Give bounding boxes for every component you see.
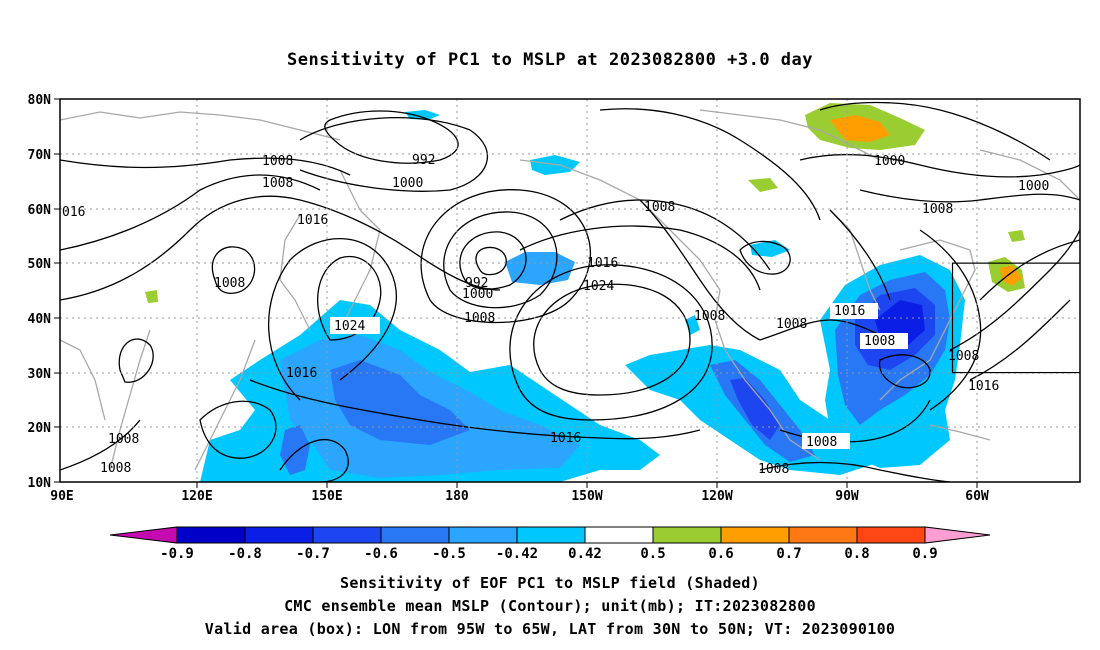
colorbar-label: 0.8 <box>844 546 869 562</box>
contour-label-box <box>802 433 850 449</box>
positive-sensitivity-area <box>830 115 890 142</box>
contour-label: 1000 <box>392 176 423 191</box>
page-title: Sensitivity of PC1 to MSLP at 2023082800… <box>286 50 813 70</box>
lon-tick-label: 120E <box>181 489 212 504</box>
contour-label: 1024 <box>334 319 365 334</box>
colorbar-label: -0.7 <box>296 546 330 562</box>
negative-sensitivity-area <box>505 252 575 285</box>
lat-tick-label: 30N <box>28 367 52 382</box>
map-frame <box>59 98 1081 483</box>
contour-label-box <box>330 317 380 334</box>
contour-label: 016 <box>62 205 85 220</box>
contour-label: 1008 <box>464 311 495 326</box>
lon-tick-label: 90E <box>50 489 73 504</box>
lon-tick-label: 120W <box>701 489 732 504</box>
contour-label: 1008 <box>776 317 807 332</box>
contour-label: 1008 <box>806 435 837 450</box>
colorbar-swatch <box>312 526 382 544</box>
positive-sensitivity-area <box>1008 230 1025 242</box>
negative-sensitivity-area <box>330 360 470 445</box>
lon-tick-label: 180 <box>445 489 469 504</box>
contour-label: 1008 <box>108 432 139 447</box>
colorbar-swatch <box>448 526 518 544</box>
lat-tick-label: 80N <box>28 93 52 108</box>
positive-sensitivity-area <box>1000 265 1022 286</box>
lat-tick-label: 10N <box>28 476 52 491</box>
colorbar-max-arrow <box>924 526 991 544</box>
lat-tick-label: 70N <box>28 148 52 163</box>
colorbar-label: -0.5 <box>432 546 466 562</box>
contour-label: 1000 <box>874 154 905 169</box>
contour-label: 1008 <box>922 202 953 217</box>
contour-label: 1008 <box>262 176 293 191</box>
contour-label: 1008 <box>948 349 979 364</box>
positive-sensitivity-area <box>145 290 158 303</box>
contour-label: 1016 <box>587 256 618 271</box>
colorbar-label: 0.5 <box>640 546 665 562</box>
contour-label-box <box>830 303 878 319</box>
colorbar-label: 0.6 <box>708 546 733 562</box>
colorbar-swatch <box>380 526 450 544</box>
lon-tick-label: 90W <box>835 489 859 504</box>
valid-area-box <box>951 262 1080 374</box>
contour-label: 1016 <box>297 213 328 228</box>
contour-label: 1008 <box>214 276 245 291</box>
caption-line-2: CMC ensemble mean MSLP (Contour); unit(m… <box>284 597 816 615</box>
graticule <box>60 99 1080 482</box>
colorbar: -0.9 -0.8 -0.7 -0.6 -0.5 -0.42 0.42 0.5 … <box>109 526 991 562</box>
caption-line-3: Valid area (box): LON from 95W to 65W, L… <box>204 620 896 638</box>
colorbar-label: -0.6 <box>364 546 398 562</box>
colorbar-swatch <box>516 526 586 544</box>
lon-tick-label: 150E <box>311 489 342 504</box>
negative-sensitivity-area <box>730 378 780 440</box>
contour-label: 992 <box>465 276 488 291</box>
contour-label: 1016 <box>286 366 317 381</box>
contour-label-box <box>860 333 908 349</box>
contour-label: 1000 <box>462 287 493 302</box>
contour-label: 1000 <box>1018 179 1049 194</box>
longitude-axis: 90E 120E 150E 180 150W 120W 90W 60W <box>50 482 989 504</box>
contour-label: 1008 <box>864 334 895 349</box>
colorbar-swatch <box>176 526 246 544</box>
lat-tick-label: 60N <box>28 203 52 218</box>
colorbar-label: 0.7 <box>776 546 801 562</box>
negative-sensitivity-area <box>280 425 310 475</box>
contour-label: 1016 <box>834 304 865 319</box>
contour-label: 1008 <box>758 462 789 477</box>
lat-tick-label: 20N <box>28 421 52 436</box>
colorbar-swatch <box>652 526 722 544</box>
colorbar-label: 0.42 <box>568 546 602 562</box>
contour-label: 1016 <box>550 431 581 446</box>
contour-label: 1008 <box>644 200 675 215</box>
latitude-axis: 80N 70N 60N 50N 40N 30N 20N 10N <box>28 93 60 491</box>
contour-label: 1008 <box>262 154 293 169</box>
colorbar-min-arrow <box>109 526 178 544</box>
colorbar-label: 0.9 <box>912 546 937 562</box>
colorbar-label: -0.9 <box>160 546 194 562</box>
contour-label: 1008 <box>694 309 725 324</box>
positive-sensitivity-area <box>748 178 778 192</box>
colorbar-swatch <box>244 526 314 544</box>
contour-label: 992 <box>412 153 435 168</box>
lat-tick-label: 40N <box>28 312 52 327</box>
colorbar-swatch <box>720 526 790 544</box>
contour-label: 1008 <box>100 461 131 476</box>
negative-sensitivity-area <box>750 240 790 257</box>
colorbar-label: -0.42 <box>496 546 538 562</box>
contour-label: 1024 <box>583 279 614 294</box>
lon-tick-label: 60W <box>965 489 989 504</box>
colorbar-swatch <box>788 526 858 544</box>
lat-tick-label: 50N <box>28 257 52 272</box>
colorbar-swatch <box>584 526 654 544</box>
contour-labels: 1008 992 1008 1000 1000 1000 1008 016 10… <box>62 153 1049 477</box>
colorbar-label: -0.8 <box>228 546 262 562</box>
contour-label: 1016 <box>968 379 999 394</box>
lon-tick-label: 150W <box>571 489 602 504</box>
caption-line-1: Sensitivity of EOF PC1 to MSLP field (Sh… <box>340 574 760 592</box>
colorbar-swatch <box>856 526 926 544</box>
